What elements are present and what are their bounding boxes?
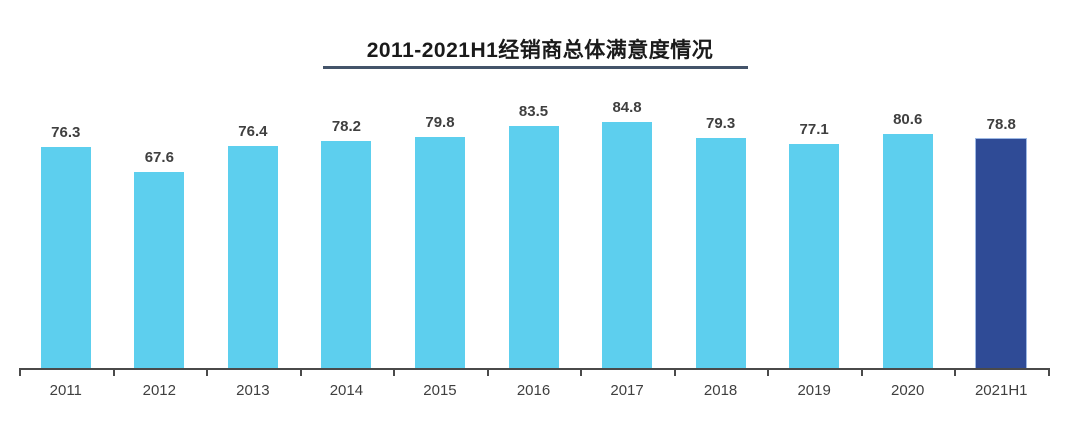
bar-value-label: 78.8: [986, 116, 1016, 133]
x-axis-label: 2020: [891, 382, 925, 399]
x-axis-label: 2013: [236, 382, 270, 399]
axis-tick: [767, 370, 770, 376]
axis-tick: [1048, 370, 1050, 376]
axis-tick: [673, 370, 676, 376]
bar-slot: 76.4: [206, 95, 300, 368]
x-axis-label: 2014: [329, 382, 364, 399]
bar: [695, 138, 746, 368]
bar: [976, 139, 1027, 368]
bar: [508, 126, 559, 368]
bar-slot: 76.3: [19, 95, 113, 368]
axis-tick: [299, 370, 302, 376]
axis-tick: [19, 370, 21, 376]
bar-slot: 78.2: [300, 95, 394, 368]
bar: [227, 146, 278, 368]
bar: [134, 172, 185, 368]
bar-slot: 83.5: [487, 95, 581, 368]
bar-slot: 77.1: [767, 95, 861, 368]
x-axis-label: 2017: [610, 382, 644, 399]
bar-value-label: 76.4: [238, 123, 268, 140]
x-axis-label: 2018: [703, 382, 738, 399]
bar: [602, 122, 653, 368]
chart-title: 2011-2021H1经销商总体满意度情况: [366, 39, 714, 62]
bar: [789, 144, 840, 368]
bar-value-label: 78.2: [331, 118, 362, 135]
bar-value-label: 84.8: [612, 99, 642, 116]
bar-slot: 79.8: [393, 95, 487, 368]
bar-value-label: 67.6: [144, 149, 174, 166]
axis-tick: [206, 370, 209, 376]
bar-slot: 84.8: [580, 95, 674, 368]
bar-slot: 78.8: [954, 95, 1048, 368]
bar-slot: 80.6: [861, 95, 955, 368]
axis-tick: [393, 370, 396, 376]
x-axis-label: 2019: [797, 382, 831, 399]
axis-tick: [860, 370, 863, 376]
bar-slot: 79.3: [674, 95, 768, 368]
x-axis-line: [19, 368, 1050, 370]
axis-tick: [486, 370, 489, 376]
bar: [414, 137, 465, 368]
bar-value-label: 79.3: [706, 115, 736, 132]
plot-area: 76.3 67.6 76.4 78.2 79.8 83.5 84.8 79.3 …: [19, 95, 1048, 368]
title-underline: [323, 66, 748, 69]
bar-slot: 67.6: [113, 95, 207, 368]
bar-value-label: 76.3: [51, 124, 81, 141]
bar-value-label: 83.5: [518, 103, 549, 120]
bar-value-label: 77.1: [799, 121, 829, 138]
x-axis-label: 2016: [516, 382, 551, 399]
bar: [40, 147, 91, 368]
bar: [882, 134, 933, 368]
axis-tick: [112, 370, 115, 376]
x-axis-label: 2021H1: [974, 382, 1028, 399]
x-axis-label: 2015: [423, 382, 457, 399]
axis-tick: [580, 370, 583, 376]
bar: [321, 141, 372, 368]
axis-tick: [954, 370, 957, 376]
x-axis-label: 2012: [142, 382, 176, 399]
x-axis-labels: 2011 2012 2013 2014 2015 2016 2017 2018 2019 2020…: [19, 382, 1048, 399]
bar-value-label: 80.6: [893, 111, 923, 128]
bar-value-label: 79.8: [425, 114, 455, 131]
x-axis-label: 2011: [49, 382, 82, 399]
